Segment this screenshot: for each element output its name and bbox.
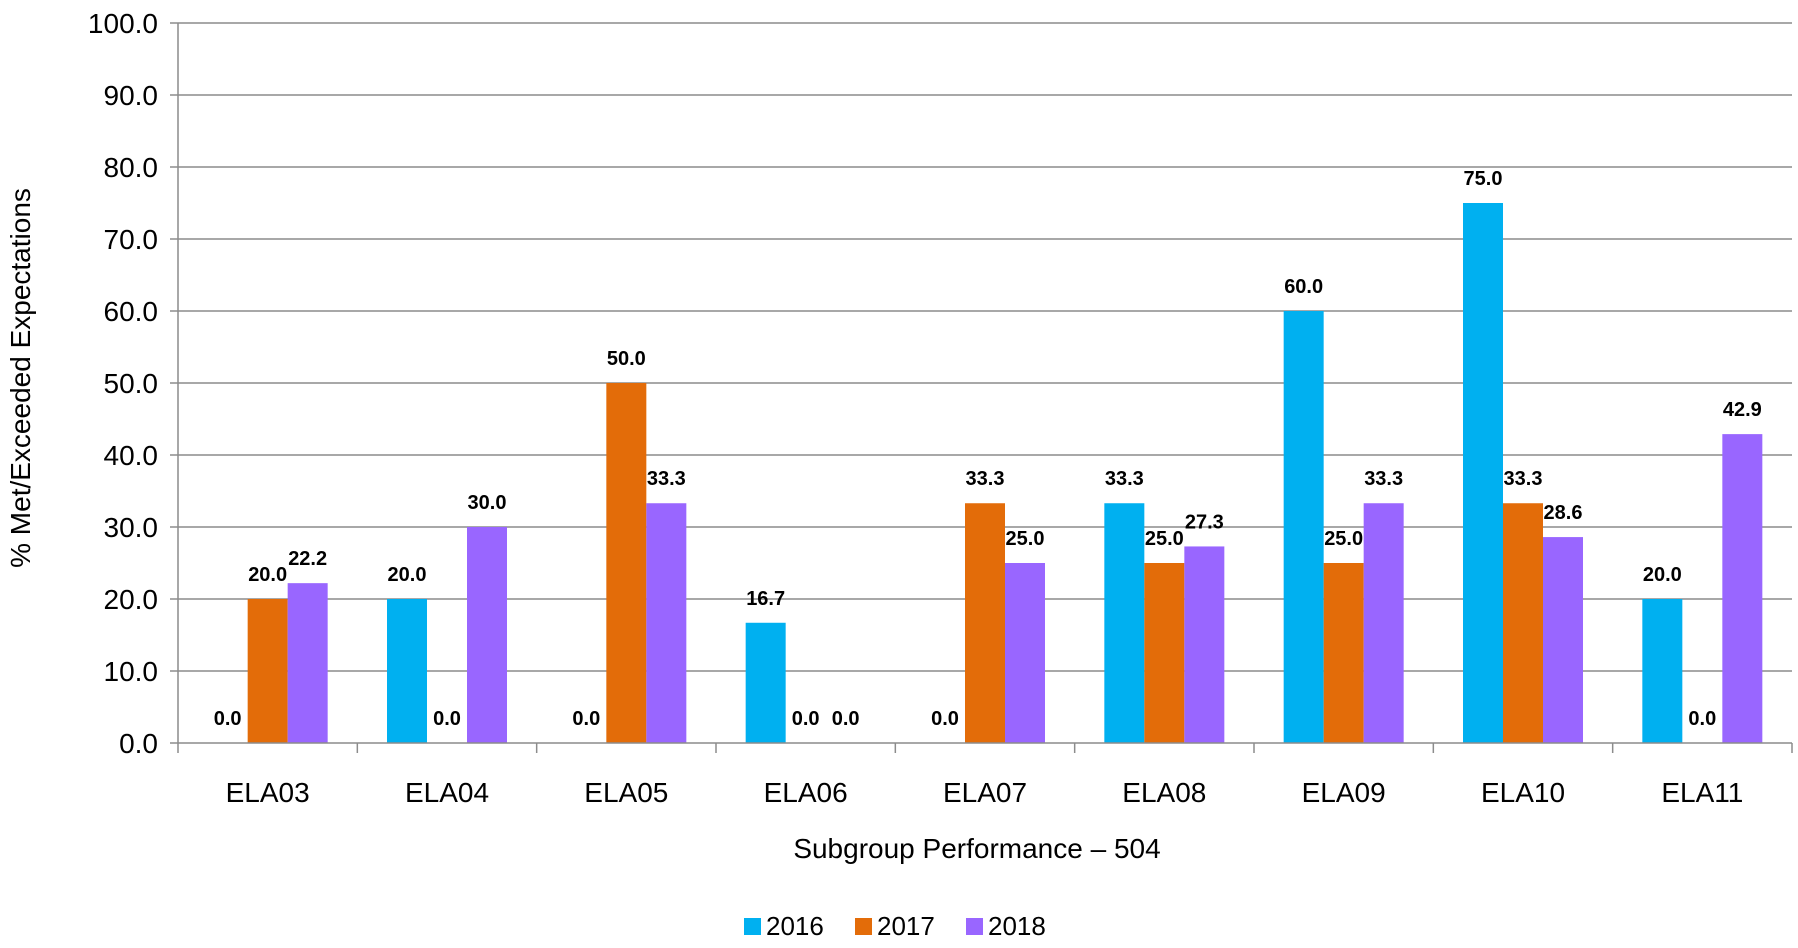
category-label-ELA07: ELA07 [943, 777, 1027, 808]
gridlines [178, 22, 1792, 672]
data-label-2016-ELA06: 16.7 [746, 588, 785, 610]
data-label-2017-ELA05: 50.0 [607, 348, 646, 370]
bar-2017-ELA03 [247, 599, 288, 743]
data-label-2018-ELA04: 30.0 [468, 492, 507, 514]
y-tick-label: 50.0 [104, 368, 159, 399]
data-label-2018-ELA08: 27.3 [1185, 511, 1224, 533]
bar-2017-ELA07 [965, 503, 1005, 743]
legend-swatch-2016 [744, 918, 761, 935]
y-tick-label: 0.0 [119, 728, 158, 759]
bar-2016-ELA09 [1283, 311, 1324, 743]
data-label-2017-ELA09: 25.0 [1324, 528, 1363, 550]
y-tick-label: 80.0 [104, 152, 159, 183]
legend-label-2016: 2016 [766, 911, 824, 941]
category-label-ELA03: ELA03 [226, 777, 310, 808]
data-label-2018-ELA09: 33.3 [1364, 468, 1403, 490]
bar-2017-ELA10 [1503, 503, 1543, 743]
data-label-2017-ELA10: 33.3 [1504, 468, 1543, 490]
bar-2018-ELA03 [287, 583, 328, 743]
data-label-2016-ELA10: 75.0 [1464, 168, 1503, 190]
bar-2018-ELA04 [467, 527, 507, 743]
y-axis-ticks: 0.0 10.0 20.0 30.0 40.0 50.0 60.0 70.0 80.0 90.0 1… [88, 8, 178, 759]
x-axis-title: Subgroup Performance – 504 [793, 833, 1160, 864]
category-label-ELA04: ELA04 [405, 777, 489, 808]
data-label-2017-ELA06: 0.0 [792, 708, 820, 730]
legend-swatch-2017 [855, 918, 872, 935]
data-label-2018-ELA03: 22.2 [288, 548, 327, 570]
bar-2018-ELA11 [1722, 434, 1763, 743]
category-label-ELA08: ELA08 [1122, 777, 1206, 808]
data-label-2017-ELA07: 33.3 [966, 468, 1005, 490]
bar-2016-ELA08 [1104, 503, 1145, 743]
bar-2018-ELA10 [1543, 537, 1583, 743]
y-tick-label: 20.0 [104, 584, 159, 615]
y-axis-title: % Met/Exceeded Expectations [5, 188, 36, 568]
bar-2018-ELA07 [1005, 563, 1045, 743]
bars [247, 203, 1763, 743]
bar-2017-ELA05 [606, 383, 647, 743]
data-label-2018-ELA05: 33.3 [647, 468, 686, 490]
data-label-2017-ELA11: 0.0 [1688, 708, 1716, 730]
data-label-2016-ELA04: 20.0 [388, 564, 427, 586]
data-label-2016-ELA05: 0.0 [572, 708, 600, 730]
category-label-ELA05: ELA05 [584, 777, 668, 808]
data-label-2016-ELA11: 20.0 [1643, 564, 1682, 586]
bar-2016-ELA11 [1642, 599, 1683, 743]
bar-2018-ELA05 [646, 503, 687, 743]
y-tick-label: 90.0 [104, 80, 159, 111]
bar-2017-ELA09 [1323, 563, 1364, 743]
data-label-2017-ELA08: 25.0 [1145, 528, 1184, 550]
data-label-2018-ELA06: 0.0 [832, 708, 860, 730]
data-label-2018-ELA07: 25.0 [1006, 528, 1045, 550]
data-label-2016-ELA08: 33.3 [1105, 468, 1144, 490]
legend-label-2017: 2017 [877, 911, 935, 941]
bar-2016-ELA06 [745, 622, 786, 743]
bar-2018-ELA08 [1184, 546, 1225, 743]
y-tick-label: 30.0 [104, 512, 159, 543]
bar-2018-ELA09 [1363, 503, 1404, 743]
data-label-2018-ELA10: 28.6 [1544, 502, 1583, 524]
y-tick-label: 70.0 [104, 224, 159, 255]
data-label-2018-ELA11: 42.9 [1723, 399, 1762, 421]
bar-2016-ELA04 [387, 599, 427, 743]
data-label-2016-ELA09: 60.0 [1284, 276, 1323, 298]
y-tick-label: 60.0 [104, 296, 159, 327]
y-tick-label: 10.0 [104, 656, 159, 687]
y-tick-label: 40.0 [104, 440, 159, 471]
legend-swatch-2018 [966, 918, 983, 935]
data-labels: 0.020.022.220.00.030.00.050.033.316.70.0… [214, 168, 1762, 730]
legend: 2016 2017 2018 [744, 911, 1046, 941]
bar-2016-ELA10 [1463, 203, 1503, 743]
bar-2017-ELA08 [1144, 563, 1185, 743]
data-label-2016-ELA03: 0.0 [214, 708, 242, 730]
data-label-2017-ELA04: 0.0 [433, 708, 461, 730]
data-label-2017-ELA03: 20.0 [248, 564, 287, 586]
category-label-ELA10: ELA10 [1481, 777, 1565, 808]
category-label-ELA11: ELA11 [1661, 777, 1743, 808]
category-label-ELA06: ELA06 [764, 777, 848, 808]
data-label-2016-ELA07: 0.0 [931, 708, 959, 730]
category-label-ELA09: ELA09 [1302, 777, 1386, 808]
axes [177, 23, 1793, 753]
category-labels: ELA03 ELA04 ELA05 ELA06 ELA07 ELA08 ELA09 ELA10… [226, 777, 1744, 808]
y-tick-label: 100.0 [88, 8, 158, 39]
legend-label-2018: 2018 [988, 911, 1046, 941]
